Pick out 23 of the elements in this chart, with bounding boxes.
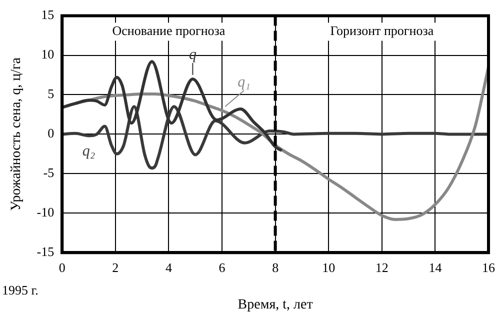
x-tick-label: 4 xyxy=(165,260,172,275)
x-tick-label: 16 xyxy=(482,260,496,275)
annotation: Горизонт прогноза xyxy=(330,23,434,38)
x-tick-label: 6 xyxy=(218,260,226,275)
y-tick-label: -5 xyxy=(43,165,54,180)
x-tick-label: 12 xyxy=(375,260,388,275)
x-tick-label: 14 xyxy=(428,260,442,275)
y-tick-label: 15 xyxy=(41,7,54,22)
text: 1995 г. xyxy=(2,282,38,298)
y-axis-title: Урожайность сена, q, ц/га xyxy=(9,56,24,211)
y-tick-label: 0 xyxy=(48,126,54,141)
series-label: q₁ xyxy=(238,74,250,90)
y-tick-label: -15 xyxy=(36,244,54,260)
x-axis-title: Время, t, лет xyxy=(238,297,313,312)
x-tick-label: 10 xyxy=(322,260,336,275)
x-tick-label: 8 xyxy=(272,260,279,275)
x-tick-label: 0 xyxy=(58,260,66,275)
y-tick-label: 10 xyxy=(41,46,54,62)
y-tick-label: -10 xyxy=(36,204,54,220)
x-tick-label: 2 xyxy=(112,260,119,275)
y-tick-label: 5 xyxy=(48,86,54,102)
annotation: Основание прогноза xyxy=(112,23,226,38)
series-label: q₂ xyxy=(82,144,96,160)
